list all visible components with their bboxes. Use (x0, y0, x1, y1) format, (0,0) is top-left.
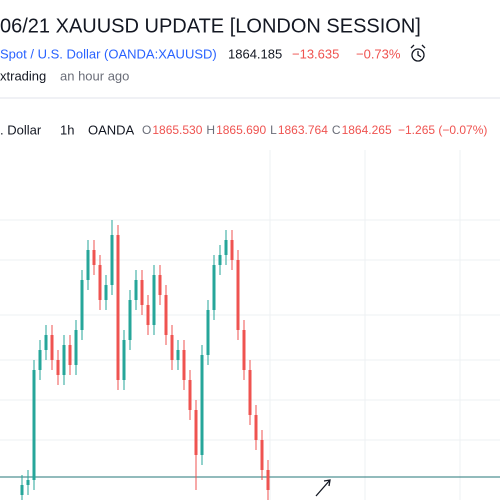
ohlc-value: 1865.530 (152, 123, 202, 137)
plot (0, 220, 500, 500)
candle-body (158, 275, 162, 295)
candle-body (44, 335, 48, 350)
candle-body (32, 370, 36, 480)
legend-exchange: OANDA (88, 122, 135, 137)
candle-body (266, 470, 270, 490)
candle-body (122, 340, 126, 380)
candle-body (92, 250, 96, 265)
candle-body (50, 335, 54, 360)
grid (0, 150, 500, 500)
candle-body (206, 310, 210, 355)
ohlc: O 1865.530 H 1865.690 L 1863.764 C 1864.265 (142, 123, 392, 137)
change: −13.635 (292, 46, 339, 61)
ohlc-key: O (142, 123, 151, 137)
legend-interval: 1h (60, 122, 74, 137)
candle-body (170, 335, 174, 360)
arrow (315, 479, 331, 497)
candle-body (260, 440, 264, 470)
candle-body (236, 260, 240, 330)
candle-body (152, 275, 156, 325)
candle-body (242, 330, 246, 370)
candle-body (20, 485, 24, 495)
candle-body (80, 280, 84, 330)
candle-body (128, 300, 132, 340)
idea-title: 06/21 XAUUSD UPDATE [LONDON SESSION] (0, 15, 421, 37)
candle-body (74, 330, 78, 365)
candle-body (230, 240, 234, 260)
candle-body (116, 235, 120, 380)
legend-change: −1.265 (−0.07%) (398, 123, 487, 137)
candle-body (194, 410, 198, 455)
candle-body (104, 285, 108, 300)
candle-body (146, 305, 150, 325)
candle-body (182, 350, 186, 380)
candle-body (38, 350, 42, 370)
candle-body (224, 240, 228, 255)
candle-body (200, 355, 204, 455)
candle-body (134, 280, 138, 300)
candle-body (98, 265, 102, 300)
price: 1864.185 (228, 46, 282, 61)
candle-body (218, 255, 222, 265)
ohlc-key: L (270, 123, 277, 137)
author[interactable]: xtrading (0, 68, 46, 83)
candle-body (86, 250, 90, 280)
symbol-link[interactable]: Spot / U.S. Dollar (OANDA:XAUUSD) (0, 46, 217, 61)
alarm-icon[interactable] (410, 44, 426, 62)
candle-body (56, 360, 60, 375)
ohlc-key: H (206, 123, 215, 137)
candle-body (26, 480, 30, 485)
ohlc-value: 1864.265 (342, 123, 392, 137)
candle-body (110, 235, 114, 285)
ohlc-key: C (332, 123, 341, 137)
candle-body (176, 350, 180, 360)
candle-body (62, 345, 66, 375)
change-pct: −0.73% (356, 46, 401, 61)
candle-body (212, 265, 216, 310)
candle-body (68, 345, 72, 365)
candle-body (164, 295, 168, 335)
ohlc-value: 1865.690 (216, 123, 266, 137)
candle-body (248, 370, 252, 415)
legend-name: . Dollar (0, 122, 42, 137)
ohlc-value: 1863.764 (278, 123, 328, 137)
candle-body (254, 415, 258, 440)
candle-body (188, 380, 192, 410)
candle-body (140, 280, 144, 305)
time: an hour ago (60, 68, 129, 83)
